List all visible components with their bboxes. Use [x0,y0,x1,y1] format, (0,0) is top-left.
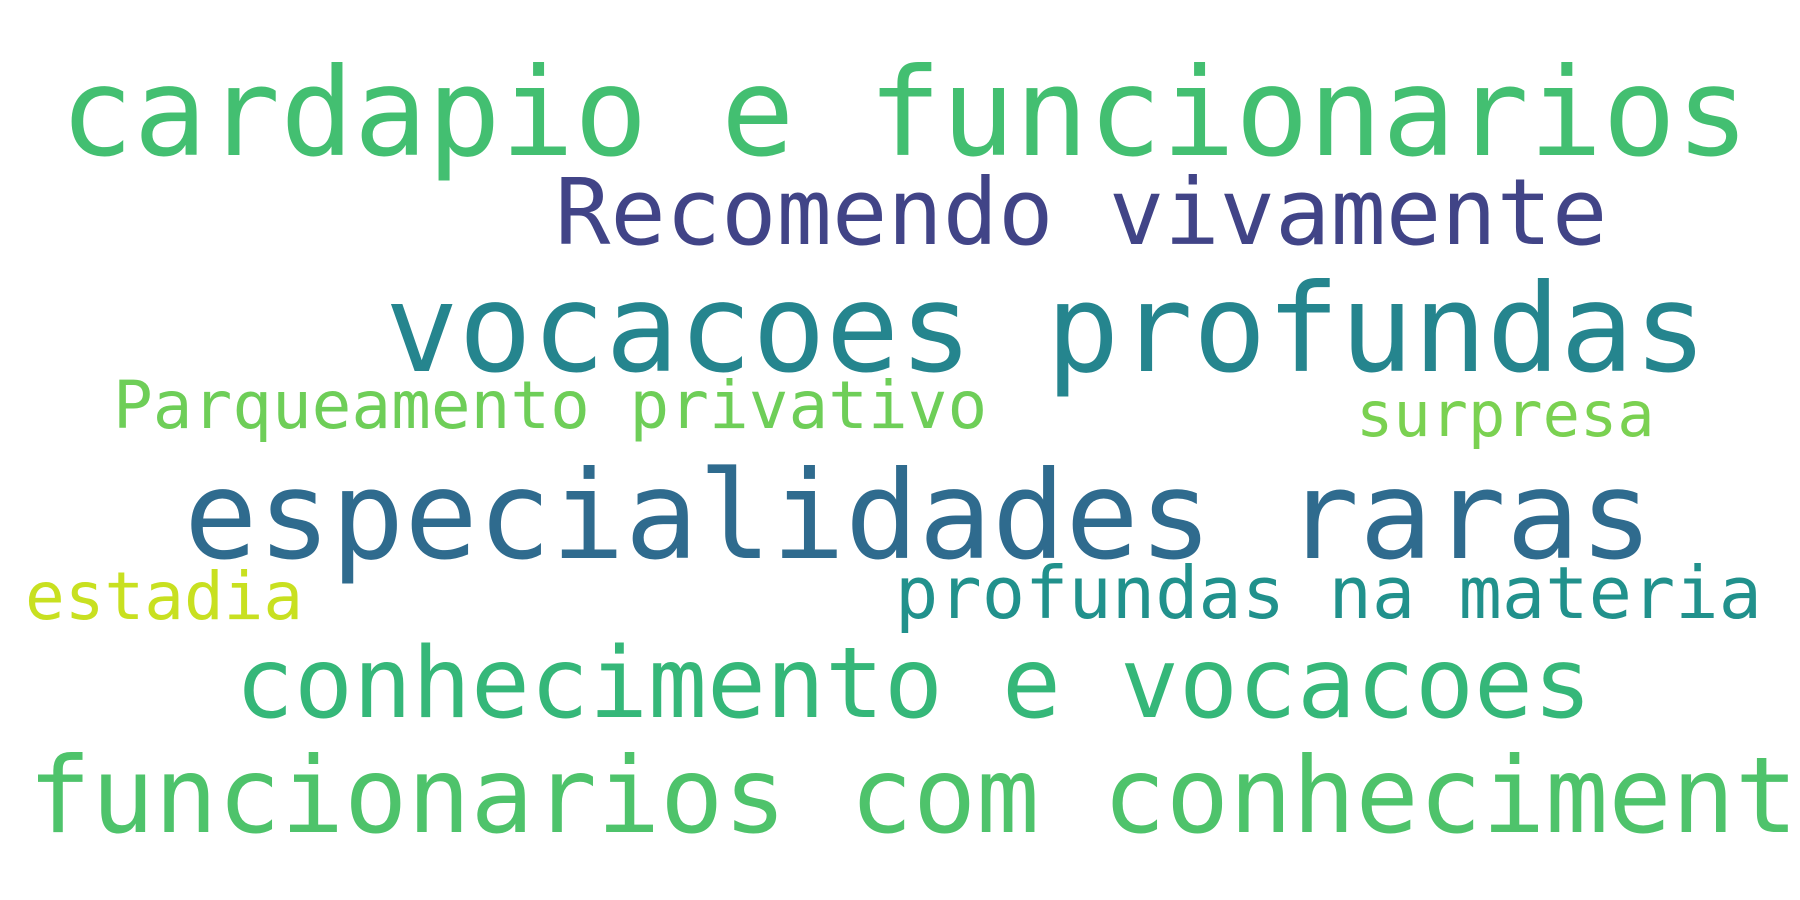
word-estadia: estadia [25,558,304,635]
word-cardapio-e-funcionarios: cardapio e funcionarios [60,42,1750,184]
word-parqueamento-privativo: Parqueamento privativo [113,367,988,444]
word-especialidades-raras: especialidades raras [184,445,1654,587]
word-recomendo-vivamente: Recomendo vivamente [555,159,1608,266]
word-vocacoes-profundas: vocacoes profundas [385,258,1708,400]
word-funcionarios-com-conhecimento: funcionarios com conhecimento [28,735,1800,857]
word-surpresa: surpresa [1356,378,1655,451]
word-profundas-na-materia: profundas na materia [895,551,1762,635]
word-conhecimento-e-vocacoes: conhecimento e vocacoes [235,627,1593,741]
